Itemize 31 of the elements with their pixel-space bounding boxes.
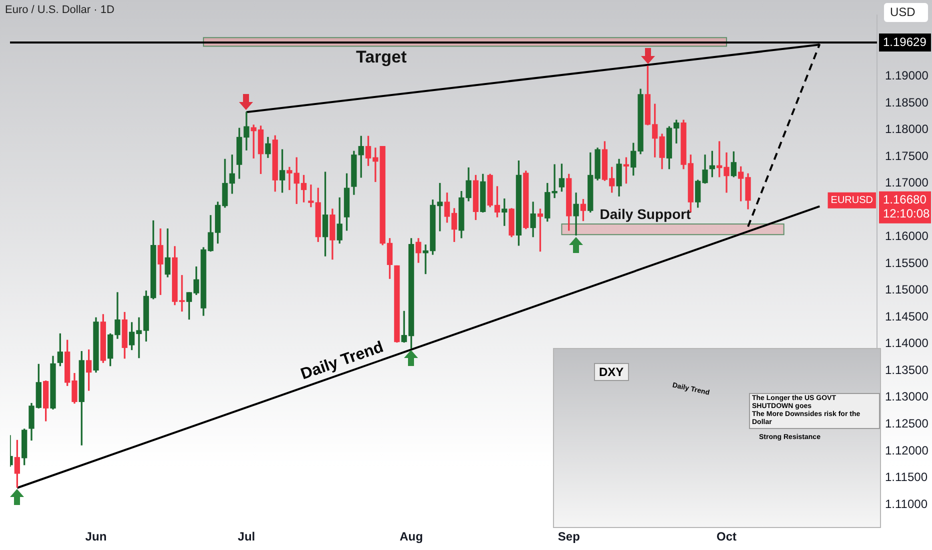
x-tick-label: Oct [716,530,737,544]
y-tick-label: 1.14000 [885,336,929,350]
annotation: EURUSD [830,195,874,206]
annotation: DXY [594,363,629,381]
y-tick-label: 1.19000 [885,68,929,83]
x-tick-label: Sep [558,530,580,544]
y-tick-label: 1.14500 [885,309,929,324]
text: 12:10:08 [883,206,930,221]
y-tick-label: 1.18000 [885,122,929,136]
text: USD [884,3,928,22]
y-tick-label: 1.13500 [885,362,929,377]
y-tick-label: 1.18500 [885,95,929,110]
y-tick-label: 1.17500 [885,148,929,163]
text: 1.16680 [883,192,927,207]
y-tick-label: 1.13000 [885,390,929,404]
y-tick-label: 1.12000 [885,443,929,458]
band-label: Target [356,47,407,66]
y-tick-label: 1.11000 [885,496,928,511]
x-tick-label: Aug [400,530,423,544]
band-label: Daily Support [600,206,692,222]
text: Daily Trend [298,338,386,384]
y-tick-label: 1.12500 [885,416,929,430]
x-tick-label: Jul [238,530,256,544]
ref-line-label: 1.19629 [883,34,927,49]
y-tick-label: 1.16000 [885,229,929,244]
y-tick-label: 1.15500 [885,256,929,270]
x-tick-label: Jun [85,530,107,544]
y-tick-label: 1.15000 [885,282,929,297]
y-tick-label: 1.17000 [885,176,929,190]
y-tick-label: 1.11500 [885,470,928,484]
chart-title: Euro / U.S. Dollar · 1D [5,4,114,16]
